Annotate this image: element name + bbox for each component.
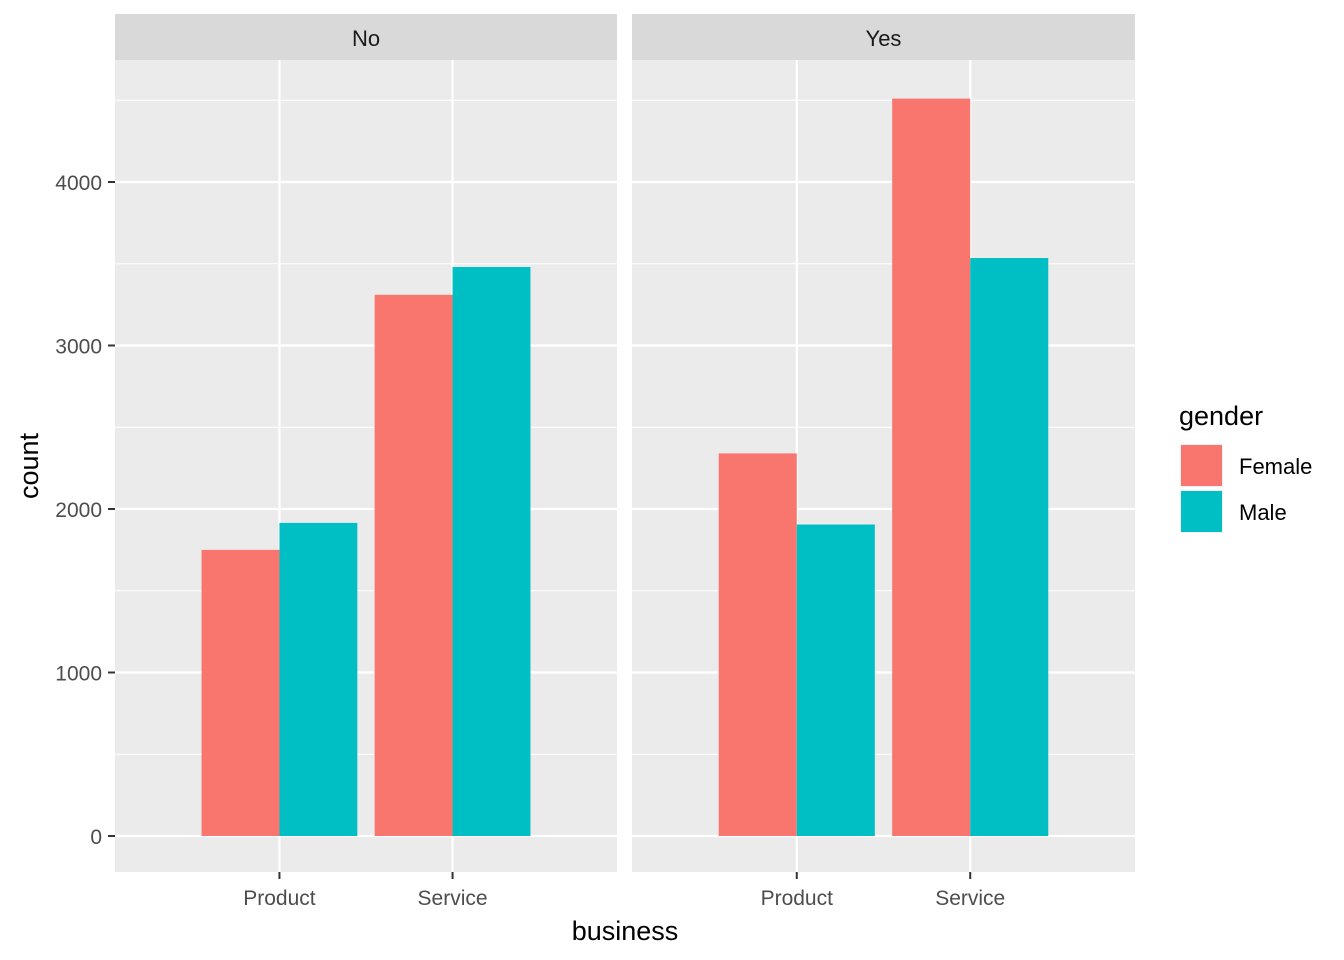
panel-background <box>115 60 617 872</box>
bar-yes-product-female <box>718 453 797 836</box>
facet-strip-label: No <box>352 26 380 51</box>
facet-panel-no: No Product Service <box>115 14 617 910</box>
legend: gender Female Male <box>1179 401 1312 533</box>
y-tick-label: 3000 <box>55 336 102 359</box>
x-tick-label: Service <box>935 887 1005 910</box>
y-axis: 0 1000 2000 3000 4000 <box>55 172 115 849</box>
x-axis-title: business <box>572 916 679 946</box>
facet-strip <box>115 14 617 60</box>
legend-label: Female <box>1239 454 1312 479</box>
y-tick-label: 2000 <box>55 499 102 522</box>
y-tick-label: 1000 <box>55 663 102 686</box>
panel-background <box>632 60 1135 872</box>
legend-items: Female Male <box>1180 444 1312 533</box>
y-axis-title: count <box>14 432 44 499</box>
legend-swatch <box>1181 491 1222 532</box>
bar-yes-service-male <box>970 258 1049 837</box>
bar-no-product-female <box>201 549 280 836</box>
x-tick-label: Product <box>243 887 316 910</box>
legend-item-female: Female <box>1180 444 1312 487</box>
facet-strip-label: Yes <box>866 26 902 51</box>
bar-yes-service-female <box>892 98 971 837</box>
facet-panels: No Product Service Yes Product Service <box>115 14 1135 910</box>
facet-panel-yes: Yes Product Service <box>632 14 1135 910</box>
bar-no-product-male <box>279 522 358 836</box>
y-tick-label: 4000 <box>55 172 102 195</box>
legend-swatch <box>1181 445 1222 486</box>
facet-strip <box>632 14 1135 60</box>
bar-yes-product-male <box>796 524 875 836</box>
y-tick-label: 0 <box>90 826 102 849</box>
bar-no-service-male <box>452 267 531 836</box>
x-tick-label: Product <box>761 887 834 910</box>
x-tick-label: Service <box>418 887 488 910</box>
legend-label: Male <box>1239 500 1287 525</box>
bar-no-service-female <box>374 294 453 836</box>
legend-title: gender <box>1179 401 1263 431</box>
legend-item-male: Male <box>1180 490 1287 533</box>
